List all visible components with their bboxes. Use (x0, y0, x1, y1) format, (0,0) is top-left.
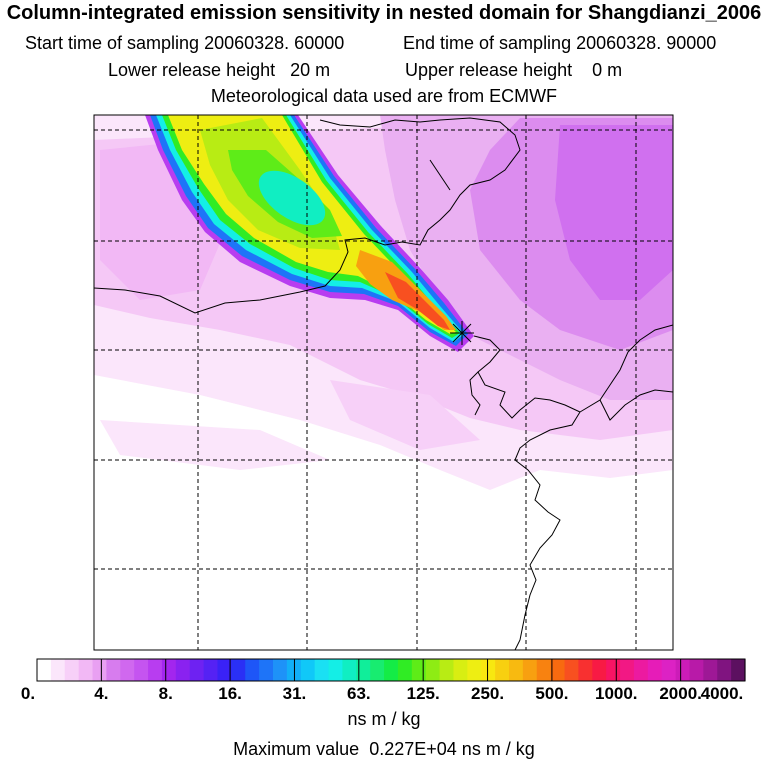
colorbar-swatch (92, 659, 108, 681)
colorbar-swatch (314, 659, 330, 681)
sensitivity-patch (330, 380, 480, 450)
colorbar-swatch (203, 659, 219, 681)
map-field (94, 115, 673, 650)
colorbar-swatch (481, 659, 496, 681)
colorbar-tick-label: 500. (535, 684, 569, 703)
colorbar-tick-label: 250. (470, 684, 505, 703)
upper-release-text: Upper release height 0 m (405, 60, 623, 80)
colorbar-tick-label: 31. (282, 684, 307, 703)
units-label: ns m / kg (347, 709, 421, 729)
colorbar-swatch (231, 659, 246, 681)
border-line (579, 324, 673, 413)
colorbar-swatch (453, 659, 468, 681)
colorbar-swatch (217, 659, 232, 681)
colorbar-tick-label: 0. (20, 684, 36, 703)
colorbar-swatch (495, 659, 510, 681)
colorbar-tick-label: 16. (218, 684, 242, 703)
colorbar-swatch (120, 659, 135, 681)
plume-cyan-core (258, 170, 326, 226)
colorbar-swatch (106, 659, 121, 681)
colorbar-swatch (522, 659, 538, 681)
colorbar-tick-label: 2000. (659, 684, 702, 703)
end-time-text: End time of sampling 20060328. 90000 (403, 33, 717, 53)
coastline (473, 335, 581, 650)
colorbar-tick-label: 4. (94, 684, 109, 703)
colorbar-swatch (425, 659, 441, 681)
colorbar-swatch (134, 659, 149, 681)
colorbar-swatch (370, 659, 385, 681)
met-data-text: Meteorological data used are from ECMWF (210, 86, 558, 106)
colorbar-swatch (675, 659, 691, 681)
colorbar-swatch (647, 659, 663, 681)
colorbar-swatch (509, 659, 524, 681)
colorbar-swatch (356, 659, 371, 681)
colorbar-swatch (703, 659, 718, 681)
colorbar-swatch (620, 659, 635, 681)
colorbar-swatch (189, 659, 205, 681)
release-site-marker (450, 321, 474, 345)
chart-title: Column-integrated emission sensitivity i… (6, 2, 762, 24)
colorbar-swatch (717, 659, 732, 681)
colorbar-swatch (689, 659, 704, 681)
colorbar-swatch (397, 659, 413, 681)
colorbar-swatch (37, 659, 52, 681)
colorbar-swatch (606, 659, 621, 681)
colorbar-swatch (50, 659, 66, 681)
colorbar-tick-label: 8. (158, 684, 173, 703)
colorbar-swatch (633, 659, 649, 681)
border-line (94, 117, 521, 314)
colorbar-tick-label: 125. (406, 684, 440, 703)
start-time-text: Start time of sampling 20060328. 60000 (25, 33, 345, 53)
colorbar-tick-label: 4000. (700, 684, 744, 703)
colorbar-swatch (536, 659, 552, 681)
colorbar-swatch (273, 659, 288, 681)
colorbar-swatch (328, 659, 344, 681)
colorbar-frame (36, 658, 746, 682)
colorbar-tick-label: 1000. (594, 684, 638, 703)
border-line (429, 159, 451, 191)
colorbar (36, 658, 746, 682)
sensitivity-region-right-core (555, 125, 673, 300)
colorbar-swatch (578, 659, 593, 681)
border-line (599, 389, 673, 421)
colorbar-swatch (161, 659, 177, 681)
colorbar-tick-label: 63. (346, 684, 371, 703)
grid-lines (94, 115, 673, 650)
colorbar-swatch (564, 659, 580, 681)
coastlines (94, 117, 673, 650)
colorbar-swatch (64, 659, 80, 681)
colorbar-swatch (175, 659, 191, 681)
colorbar-swatch (259, 659, 274, 681)
colorbar-swatch (300, 659, 316, 681)
lower-release-text: Lower release height 20 m (108, 60, 331, 80)
colorbar-swatch (467, 659, 482, 681)
colorbar-swatch (731, 659, 746, 681)
colorbar-swatch (342, 659, 357, 681)
sensitivity-patch (100, 420, 330, 470)
maximum-value-text: Maximum value 0.227E+04 ns m / kg (233, 739, 535, 759)
colorbar-swatch (78, 659, 94, 681)
colorbar-swatch (439, 659, 455, 681)
colorbar-swatch (550, 659, 566, 681)
colorbar-swatch (245, 659, 260, 681)
colorbar-swatch (384, 659, 399, 681)
colorbar-swatch (592, 659, 607, 681)
plot-frame (93, 114, 674, 651)
colorbar-swatch (411, 659, 427, 681)
colorbar-swatch (148, 659, 163, 681)
colorbar-swatch (661, 659, 677, 681)
coastline (469, 371, 481, 416)
